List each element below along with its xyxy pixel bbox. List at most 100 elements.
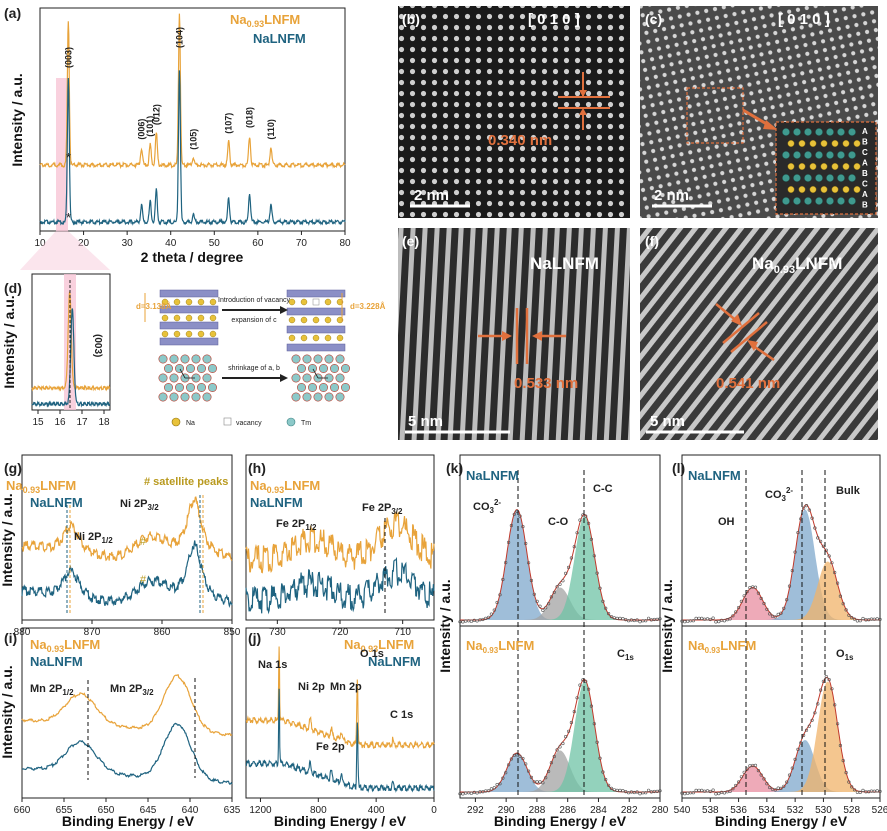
data-point: [549, 761, 554, 765]
tm-atom: [330, 364, 339, 373]
panel-l-x-ticks: 540 538 536 534 532 530 528 526: [674, 798, 887, 816]
x-tick-label: 534: [759, 805, 776, 816]
data-point: [509, 523, 514, 528]
x-tick-label: 538: [702, 805, 719, 816]
tm-atom: [340, 364, 350, 373]
data-point: [649, 618, 654, 622]
data-point: [586, 521, 591, 526]
data-point: [858, 790, 862, 795]
data-point: [867, 618, 871, 622]
data-point: [742, 594, 746, 598]
data-point: [756, 768, 761, 773]
data-point: [702, 617, 707, 621]
tm-atom: [804, 174, 812, 182]
panel-l-ylabel: Intensity / a.u.: [659, 579, 675, 672]
data-point: [635, 618, 639, 622]
x-tick-label: 528: [843, 805, 860, 816]
na-atom: [312, 334, 320, 342]
data-point: [566, 565, 571, 570]
tem-c-scale: 2 nm: [654, 187, 689, 204]
tm-atom: [848, 128, 856, 136]
arrow1-top-text: Introduction of vacancy: [218, 297, 290, 304]
tm-atom: [169, 392, 179, 402]
tm-atom: [793, 128, 801, 136]
data-point: [544, 776, 548, 780]
data-point: [618, 616, 622, 621]
tmo2-layer: [159, 321, 219, 330]
data-point: [790, 766, 794, 770]
tem-e-arrowhead-right: [532, 331, 542, 341]
na-atom: [809, 163, 817, 170]
data-point: [717, 791, 721, 796]
data-point: [850, 785, 854, 789]
data-point: [816, 702, 820, 706]
data-point: [558, 582, 562, 586]
data-point: [818, 539, 823, 544]
x-tick-label: 70: [296, 238, 308, 249]
panel-a-ylabel: Intensity / a.u.: [9, 73, 25, 166]
panel-a-highlight: [56, 78, 68, 231]
legend-na-text: Na: [186, 420, 195, 427]
tm-atom: [175, 383, 184, 392]
data-point: [796, 530, 800, 535]
na-atom: [853, 163, 861, 170]
data-point: [595, 571, 599, 575]
data-point: [830, 687, 834, 691]
data-point: [575, 531, 579, 535]
panel-h-x-ticks: 730 720 710: [269, 620, 411, 638]
panel-g-hash-1: #: [140, 536, 147, 548]
na-atom: [787, 140, 795, 147]
legend-vacancy-text: vacancy: [236, 420, 262, 427]
stacking-letter: B: [862, 169, 868, 178]
na-atom: [288, 298, 296, 306]
tem-c-inset-atoms: [782, 128, 861, 205]
data-point: [501, 776, 505, 780]
data-point: [782, 784, 786, 788]
panel-k-xlabel: Binding Energy / eV: [494, 813, 627, 829]
tm-atom: [163, 364, 173, 373]
tm-atom: [197, 364, 206, 373]
data-point: [521, 524, 525, 529]
x-tick-label: 40: [165, 238, 177, 249]
panel-l-co3: CO32-: [765, 486, 793, 503]
data-point: [586, 687, 591, 691]
na-atom: [842, 186, 850, 193]
peak-label: (110): [266, 119, 276, 140]
tem-b-arrowhead-bottom: [579, 108, 587, 115]
data-point: [722, 619, 727, 623]
na-atom: [173, 314, 181, 322]
d-left: d=3.138Å: [136, 302, 172, 311]
data-point: [722, 791, 727, 795]
data-point: [714, 792, 718, 796]
panel-d-blue-trace: [31, 308, 111, 408]
legend-tm-text: Tm: [301, 420, 311, 427]
tem-e: (e) NaLNFM 0.533 nm 5 nm: [398, 228, 630, 440]
panel-k-bottom-fit: [458, 678, 662, 796]
tm-atom: [207, 383, 217, 392]
data-point: [655, 617, 659, 622]
data-point: [768, 612, 772, 616]
data-point: [535, 780, 539, 784]
data-point: [697, 788, 701, 792]
data-point: [878, 617, 882, 622]
data-point: [801, 506, 806, 510]
tem-b-arrowhead-top: [579, 90, 587, 97]
data-point: [624, 789, 628, 794]
panel-j-blue-trace: [245, 688, 435, 793]
tem-e-name: NaLNFM: [530, 254, 599, 273]
data-point: [498, 782, 502, 786]
data-point: [753, 585, 758, 589]
x-tick-label: 400: [368, 805, 385, 816]
panel-a-label: (a): [4, 5, 21, 21]
tm-atom: [804, 197, 812, 205]
data-point: [824, 674, 828, 679]
data-point: [838, 594, 843, 598]
na-atom: [809, 140, 817, 147]
data-point: [731, 614, 735, 618]
tm-atom: [837, 151, 845, 159]
data-point: [785, 780, 789, 784]
tm-atom: [837, 197, 845, 205]
data-point: [601, 770, 605, 774]
x-tick-label: 720: [332, 627, 349, 638]
tm-atom: [330, 383, 339, 392]
